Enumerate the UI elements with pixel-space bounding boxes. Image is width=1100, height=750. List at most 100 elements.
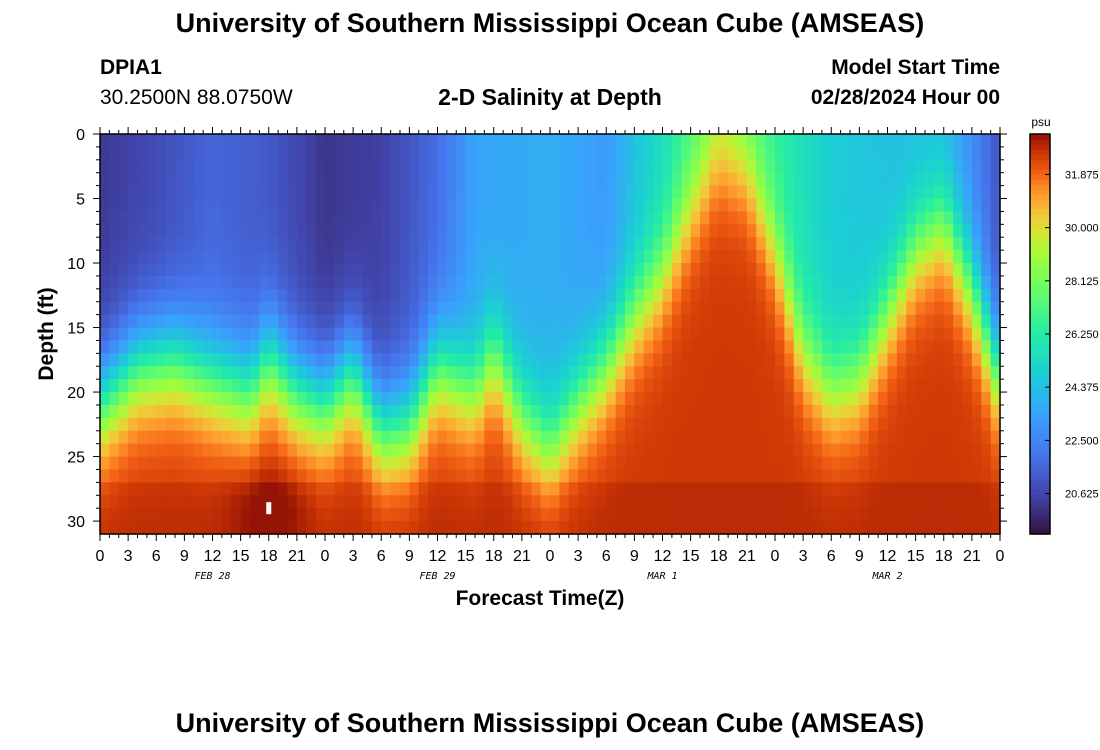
heat-cell [137, 482, 148, 496]
heat-cell [596, 495, 607, 509]
heat-cell [775, 224, 785, 238]
heat-cell [175, 250, 185, 264]
heat-cell [353, 134, 364, 148]
heat-cell [475, 353, 485, 367]
heat-cell [981, 443, 992, 458]
heat-cell [203, 392, 214, 406]
heat-cell [512, 263, 523, 277]
heat-cell [221, 198, 232, 213]
heat-cell [493, 301, 504, 316]
heat-cell [784, 224, 795, 238]
heat-cell [756, 404, 767, 419]
heat-cell [971, 134, 982, 148]
heat-cell [615, 521, 626, 535]
heat-cell [587, 417, 598, 432]
heat-cell [728, 404, 739, 419]
heat-cell [634, 443, 645, 458]
heat-cell [390, 521, 401, 535]
heat-cell [925, 404, 935, 419]
heat-cell [765, 198, 776, 213]
heat-cell [662, 134, 673, 148]
heat-cell [634, 224, 645, 238]
heat-cell [915, 379, 926, 393]
colorbar-segment [1030, 529, 1050, 535]
heat-cell [587, 224, 598, 238]
heat-cell [643, 443, 654, 458]
heat-cell [962, 495, 973, 509]
heat-cell [287, 379, 298, 393]
heat-cell [615, 327, 626, 342]
heat-cell [484, 392, 495, 406]
heat-cell [221, 392, 232, 406]
heat-cell [437, 379, 448, 393]
heat-cell [606, 430, 617, 445]
heat-cell [437, 508, 448, 522]
heat-cell [484, 366, 495, 380]
heat-cell [934, 185, 945, 200]
heat-cell [278, 430, 289, 445]
heat-cell [100, 404, 110, 419]
heat-cell [306, 211, 317, 225]
colorbar-segment [1030, 314, 1050, 320]
heat-cell [184, 443, 195, 458]
heat-cell [840, 353, 851, 367]
heat-cell [775, 508, 785, 522]
heat-cell [390, 495, 401, 509]
heat-cell [156, 275, 167, 290]
heat-cell [700, 327, 710, 342]
heat-cell [709, 508, 720, 522]
heat-cell [559, 185, 570, 200]
heat-cell [193, 456, 204, 471]
heat-cell [437, 263, 448, 277]
heat-cell [765, 366, 776, 380]
heat-cell [765, 314, 776, 329]
heat-cell [803, 379, 814, 393]
heat-cell [484, 301, 495, 316]
heat-cell [803, 443, 814, 458]
heat-cell [634, 404, 645, 419]
heat-cell [371, 456, 382, 471]
heat-cell [540, 288, 551, 303]
heat-cell [184, 495, 195, 509]
heat-cell [278, 146, 289, 161]
heat-cell [362, 508, 373, 522]
heat-cell [765, 146, 776, 161]
heat-cell [409, 288, 420, 303]
heat-cell [765, 134, 776, 148]
heat-cell [137, 340, 148, 354]
heat-cell [700, 263, 710, 277]
heat-cell [812, 404, 823, 419]
heat-cell [690, 301, 701, 316]
heat-cell [578, 224, 589, 238]
heat-cell [521, 404, 532, 419]
heat-cell [559, 146, 570, 161]
heat-cell [990, 366, 1001, 380]
heat-cell [737, 263, 748, 277]
heat-cell [906, 340, 917, 354]
heat-cell [728, 263, 739, 277]
heat-cell [428, 314, 439, 329]
heat-cell [353, 224, 364, 238]
heat-cell [709, 237, 720, 251]
heat-cell [765, 250, 776, 264]
heat-cell [296, 469, 307, 483]
heat-cell [371, 443, 382, 458]
heat-cell [503, 301, 514, 316]
heat-cell [456, 521, 467, 535]
heat-cell [428, 340, 439, 354]
heat-cell [521, 456, 532, 471]
heat-cell [250, 456, 260, 471]
heat-cell [184, 301, 195, 316]
heat-cell [118, 366, 129, 380]
heat-cell [765, 404, 776, 419]
heat-cell [859, 430, 870, 445]
heat-cell [446, 159, 457, 174]
heat-cell [878, 172, 889, 187]
axis-ticks: 0 3 6 9 12 15 18 21 0 3 6 9 12 15 18 21 0 3 6 9 12 15 18 21 0 3 6 9… [67, 127, 1007, 582]
heat-cell [718, 392, 729, 406]
heat-cell [887, 469, 898, 483]
heat-cell [625, 366, 635, 380]
heat-cell [671, 366, 682, 380]
heat-cell [371, 482, 382, 496]
heat-cell [231, 417, 242, 432]
